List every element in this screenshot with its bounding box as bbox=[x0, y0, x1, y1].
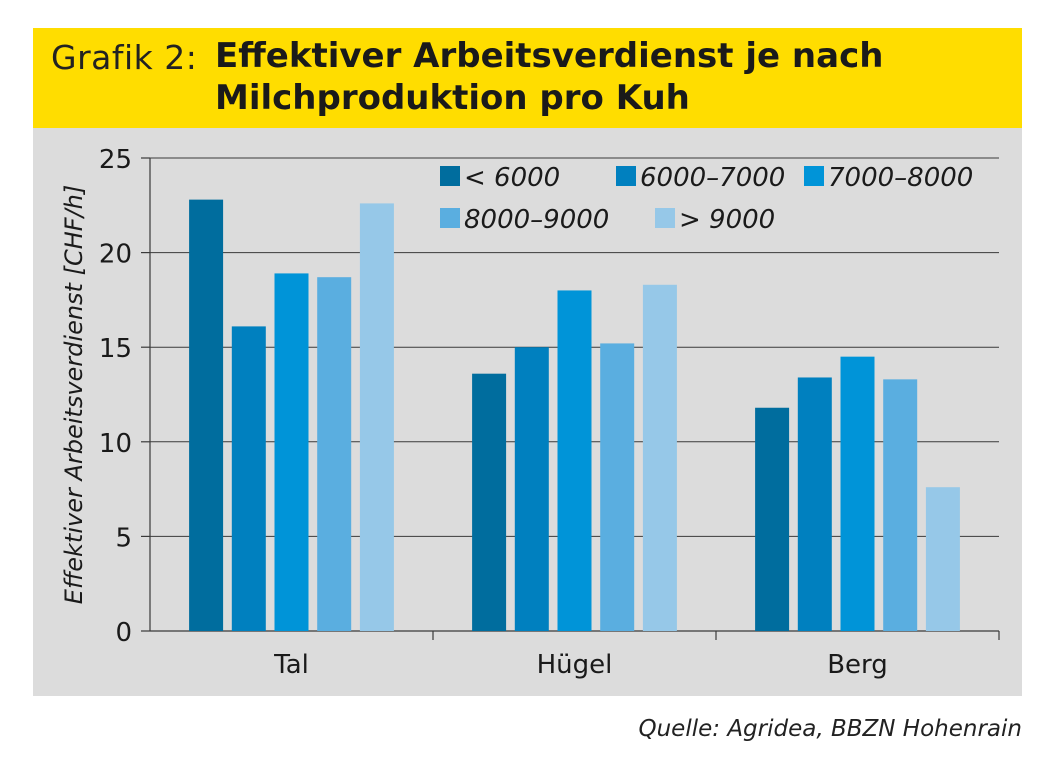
bar bbox=[472, 373, 507, 631]
bar bbox=[925, 487, 960, 631]
x-tick-label: Berg bbox=[827, 650, 888, 680]
plot-panel: 0 5 10 15 20 25 Tal Hügel Berg Effektiver Arbeits… bbox=[33, 128, 1022, 696]
bar bbox=[642, 284, 677, 631]
chart-header: Grafik 2: Effektiver Arbeitsverdienst je… bbox=[33, 28, 1022, 128]
legend-label: 8000–9000 bbox=[464, 205, 609, 235]
bar bbox=[274, 273, 309, 631]
figure-label: Grafik 2: bbox=[51, 38, 198, 77]
bar bbox=[755, 407, 790, 631]
y-tick-label: 0 bbox=[115, 618, 132, 648]
bar bbox=[557, 290, 592, 631]
y-tick-label: 15 bbox=[99, 334, 132, 364]
chart-title-line-1: Effektiver Arbeitsverdienst je nach bbox=[215, 36, 884, 76]
bar bbox=[797, 377, 832, 631]
source-note: Quelle: Agridea, BBZN Hohenrain bbox=[638, 716, 1023, 742]
bar bbox=[883, 379, 918, 631]
legend-label: 6000–7000 bbox=[640, 163, 785, 193]
bar bbox=[600, 343, 635, 631]
legend-label: > 9000 bbox=[679, 205, 775, 235]
legend-swatch bbox=[440, 208, 460, 228]
legend-label: 7000–8000 bbox=[828, 163, 973, 193]
chart-title-line-2: Milchproduktion pro Kuh bbox=[215, 78, 690, 118]
bar bbox=[231, 326, 266, 631]
legend-swatch bbox=[804, 166, 824, 186]
y-tick-label: 10 bbox=[99, 429, 132, 459]
legend-swatch bbox=[616, 166, 636, 186]
bar bbox=[514, 347, 549, 631]
x-tick-label: Tal bbox=[273, 650, 309, 680]
legend-swatch bbox=[655, 208, 675, 228]
bar bbox=[359, 203, 394, 631]
legend-swatch bbox=[440, 166, 460, 186]
x-tick-label: Hügel bbox=[537, 650, 613, 680]
legend-label: < 6000 bbox=[464, 163, 560, 193]
bar bbox=[840, 356, 875, 631]
y-tick-label: 25 bbox=[99, 145, 132, 175]
y-axis-label: Effektiver Arbeitsverdienst [CHF/h] bbox=[60, 185, 88, 604]
y-tick-label: 20 bbox=[99, 240, 132, 270]
bar bbox=[189, 199, 224, 631]
y-tick-label: 5 bbox=[115, 523, 132, 553]
bar-chart: 0 5 10 15 20 25 Tal Hügel Berg Effektiver Arbeits… bbox=[60, 145, 1000, 680]
bar bbox=[317, 277, 352, 631]
